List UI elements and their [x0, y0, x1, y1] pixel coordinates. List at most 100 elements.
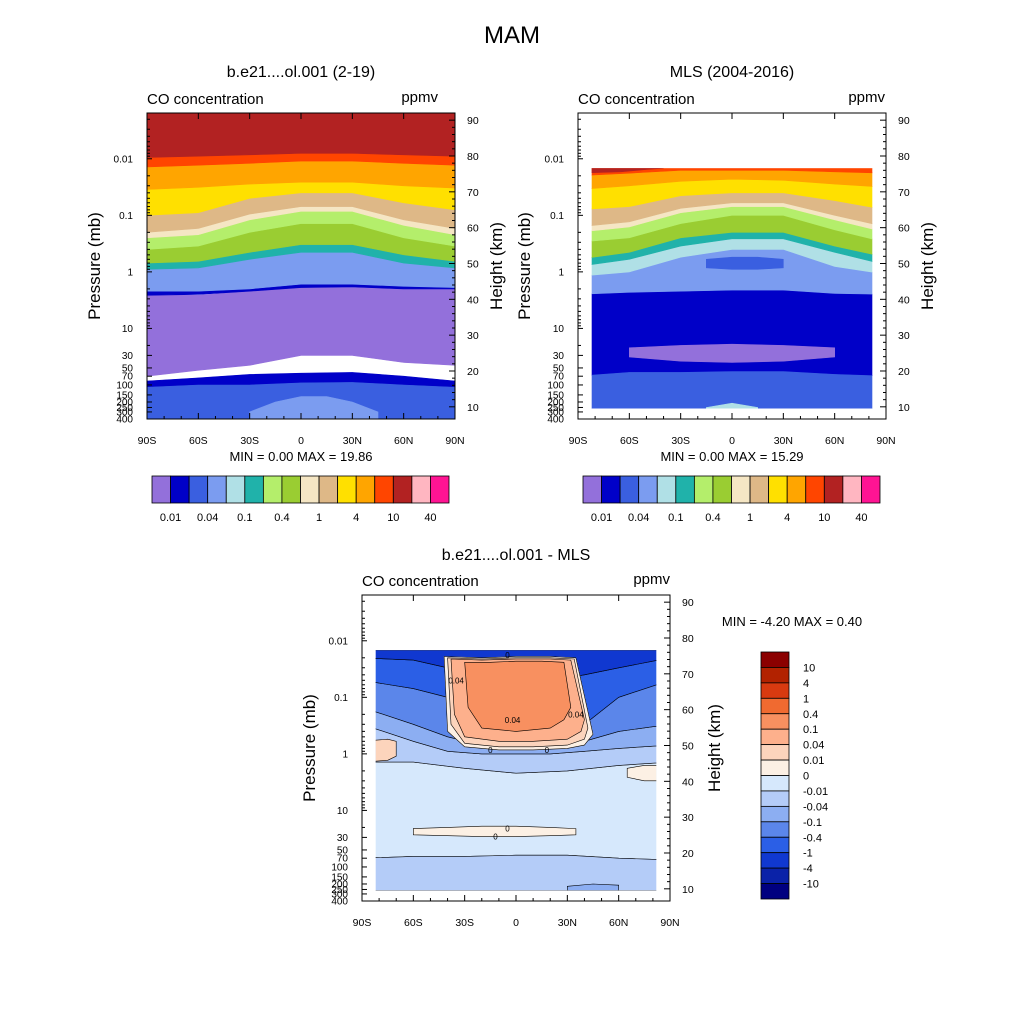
y-tick-label: 30: [122, 351, 134, 362]
colorbar-swatch: [712, 475, 732, 504]
colorbar-label: 0.01: [591, 512, 612, 524]
colorbar-label: 0.4: [705, 512, 720, 524]
y-tick-label: 10: [122, 324, 134, 335]
contour-band: [591, 168, 873, 176]
colorbar-swatch: [619, 475, 640, 504]
colorbar-label: 10: [387, 512, 399, 524]
colorbar-swatch: [760, 821, 790, 838]
colorbar-label: -0.4: [803, 832, 822, 844]
y-tick-label: 250: [331, 885, 348, 896]
contour-fill: [147, 113, 455, 419]
y-axis-label: Pressure (mb): [300, 694, 319, 802]
colorbar: 10 4 1 0.4 0.1 0.04 0.01 0 -0.01 -0.04 -0.1 -0.4 -1 -…: [760, 651, 828, 900]
colorbar-label: 0.1: [237, 512, 252, 524]
colorbar-swatch: [760, 852, 790, 869]
colorbar-swatch: [760, 744, 790, 761]
y2-tick-label: 40: [898, 294, 910, 306]
colorbar-swatch: [638, 475, 658, 504]
x-tick-label: 0: [513, 917, 519, 929]
y-tick-label: 70: [553, 372, 565, 383]
y-tick-label: 0.1: [119, 211, 133, 222]
y-tick-label: 50: [122, 363, 134, 374]
y2-tick-label: 80: [467, 151, 479, 163]
y2-tick-label: 10: [682, 884, 694, 896]
y2-tick-label: 30: [467, 330, 479, 342]
colorbar-label: 0.4: [803, 709, 818, 721]
y2-tick-label: 90: [467, 115, 479, 127]
colorbar-swatch: [392, 475, 413, 504]
axes: 90S 60S 30S 0 30N 60N 90N0.010.111030507010015…: [545, 112, 910, 447]
y-tick-label: 300: [547, 407, 564, 418]
colorbar-label: -0.04: [803, 801, 828, 813]
y-tick-label: 0.1: [550, 211, 564, 222]
x-tick-label: 30S: [671, 435, 690, 447]
colorbar-swatch: [411, 475, 431, 504]
colorbar-label: 4: [784, 512, 790, 524]
y2-tick-label: 30: [898, 330, 910, 342]
y-tick-label: 200: [116, 397, 133, 408]
y-tick-label: 300: [331, 889, 348, 900]
colorbar-swatch: [760, 867, 790, 884]
contour-band: [706, 256, 784, 270]
y2-tick-label: 20: [682, 848, 694, 860]
y-tick-label: 10: [337, 806, 349, 817]
contour-band: [147, 287, 455, 377]
y-tick-label: 0.01: [545, 154, 565, 165]
colorbar-swatch: [760, 697, 790, 715]
x-tick-label: 90N: [445, 435, 464, 447]
y2-tick-label: 50: [898, 258, 910, 270]
colorbar-swatch: [337, 475, 357, 504]
colorbar-label: 4: [353, 512, 359, 524]
colorbar: 0.01 0.04 0.1 0.4 1 4 10 40: [151, 475, 450, 524]
contour-band: [591, 289, 873, 377]
y2-tick-label: 20: [467, 366, 479, 378]
colorbar-label: 0.01: [160, 512, 181, 524]
y-tick-label: 100: [116, 380, 133, 391]
colorbar-swatch: [281, 475, 301, 504]
colorbar-swatch: [601, 475, 621, 504]
contour-line: [450, 658, 585, 742]
colorbar-label: -10: [803, 879, 819, 891]
contour-label: 0: [488, 746, 493, 755]
colorbar-swatch: [262, 475, 283, 504]
colorbar-swatch: [760, 713, 790, 730]
colorbar-swatch: [768, 475, 788, 504]
y-tick-label: 10: [553, 324, 565, 335]
colorbar-swatch: [760, 651, 790, 668]
colorbar-swatch: [842, 475, 862, 504]
panel-title: b.e21....ol.001 - MLS: [442, 547, 591, 564]
colorbar-swatch: [760, 790, 790, 807]
contour-band: [147, 113, 455, 158]
contour-line: [443, 656, 594, 751]
left-label: CO concentration: [147, 91, 264, 108]
y-tick-label: 50: [553, 363, 565, 374]
y-tick-label: 30: [337, 833, 349, 844]
colorbar-swatch: [244, 475, 264, 504]
contour-fill: [375, 650, 657, 891]
contour-fill: [591, 168, 873, 409]
x-tick-label: 30N: [343, 435, 362, 447]
y2-tick-label: 40: [467, 294, 479, 306]
y2-tick-label: 60: [898, 223, 910, 235]
y-tick-label: 0.1: [334, 693, 348, 704]
y2-axis-label: Height (km): [918, 222, 937, 310]
colorbar-swatch: [675, 475, 695, 504]
figure-title: MAM: [484, 22, 540, 49]
colorbar-swatch: [170, 475, 190, 504]
x-tick-label: 0: [729, 435, 735, 447]
colorbar-label: 40: [424, 512, 436, 524]
x-tick-label: 60S: [404, 917, 423, 929]
x-tick-label: 90S: [353, 917, 372, 929]
contour-line: [567, 883, 619, 891]
y-tick-label: 1: [342, 749, 348, 760]
panel-difference: b.e21....ol.001 - MLS CO concentration p…: [300, 547, 862, 929]
y-tick-label: 200: [547, 397, 564, 408]
contour-band: [249, 396, 379, 419]
colorbar-swatch: [760, 728, 790, 746]
colorbar-swatch: [760, 682, 790, 699]
contour-band: [591, 168, 664, 174]
panel-mls: MLS (2004-2016) CO concentration ppmv 90…: [515, 64, 937, 524]
colorbar-label: 1: [316, 512, 322, 524]
y-tick-label: 0.01: [114, 154, 134, 165]
